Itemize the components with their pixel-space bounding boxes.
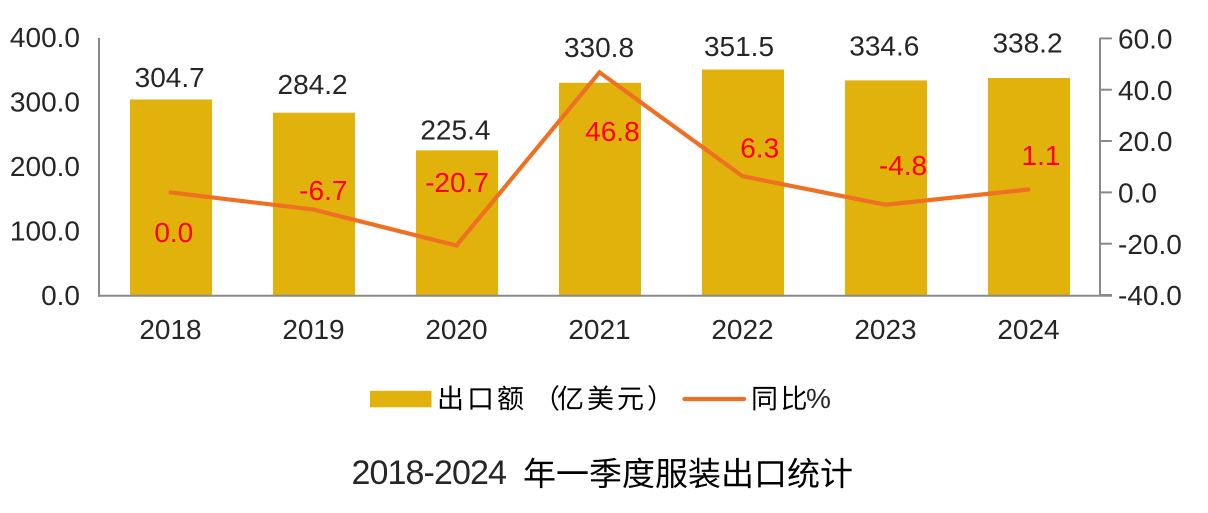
svg-text:-20.0: -20.0 — [1118, 229, 1182, 260]
svg-text:2022: 2022 — [711, 314, 773, 345]
svg-text:351.5: 351.5 — [704, 31, 774, 62]
svg-text:2023: 2023 — [854, 314, 916, 345]
svg-text:304.7: 304.7 — [135, 62, 205, 93]
svg-text:-40.0: -40.0 — [1118, 280, 1182, 311]
svg-text:225.4: 225.4 — [420, 114, 490, 145]
svg-text:2018: 2018 — [139, 314, 201, 345]
svg-text:%: % — [806, 383, 831, 414]
svg-text:300.0: 300.0 — [10, 87, 80, 118]
svg-text:284.2: 284.2 — [278, 69, 348, 100]
svg-text:0.0: 0.0 — [154, 217, 193, 248]
svg-text:2020: 2020 — [425, 314, 487, 345]
svg-text:0.0: 0.0 — [41, 280, 80, 311]
svg-text:6.3: 6.3 — [740, 132, 779, 163]
svg-text:60.0: 60.0 — [1118, 24, 1173, 55]
svg-text:0.0: 0.0 — [1118, 178, 1157, 209]
svg-text:100.0: 100.0 — [10, 216, 80, 247]
svg-text:-20.7: -20.7 — [425, 167, 489, 198]
svg-text:334.6: 334.6 — [849, 31, 919, 62]
svg-text:2024: 2024 — [997, 314, 1059, 345]
svg-text:400.0: 400.0 — [10, 22, 80, 53]
svg-text:338.2: 338.2 — [992, 28, 1062, 59]
svg-text:46.8: 46.8 — [585, 116, 640, 147]
svg-text:2019: 2019 — [282, 314, 344, 345]
svg-text:200.0: 200.0 — [10, 151, 80, 182]
svg-text:2021: 2021 — [568, 314, 630, 345]
svg-text:20.0: 20.0 — [1118, 126, 1173, 157]
svg-text:330.8: 330.8 — [564, 32, 634, 63]
svg-text:-6.7: -6.7 — [299, 175, 347, 206]
svg-text:-4.8: -4.8 — [879, 150, 927, 181]
svg-text:1.1: 1.1 — [1022, 140, 1061, 171]
svg-text:2018-2024: 2018-2024 — [352, 454, 507, 492]
svg-text:40.0: 40.0 — [1118, 75, 1173, 106]
